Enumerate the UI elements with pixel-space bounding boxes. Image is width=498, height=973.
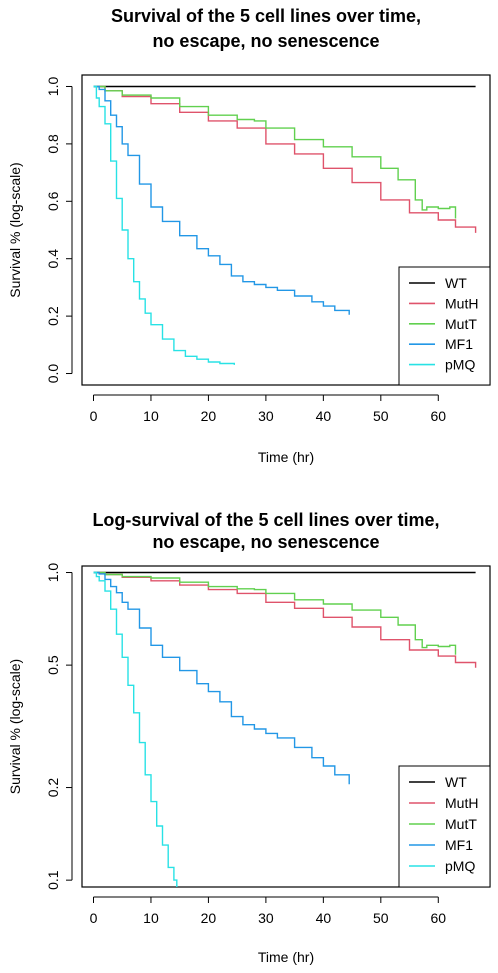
x-tick-label: 60 [430, 910, 446, 926]
x-tick-label: 30 [258, 408, 274, 424]
chart-title-line: Survival of the 5 cell lines over time, [111, 6, 421, 26]
x-tick-label: 40 [316, 910, 332, 926]
legend-box [398, 765, 491, 888]
plot-frame [81, 74, 491, 386]
y-tick-label: 0.2 [45, 778, 61, 798]
log-survival-chart: Log-survival of the 5 cell lines over ti… [7, 510, 491, 965]
x-tick-label: 30 [258, 910, 274, 926]
series-line-mutt [93, 85, 457, 219]
survival-chart: Survival of the 5 cell lines over time, n… [7, 6, 491, 465]
legend-label: MF1 [445, 837, 473, 853]
x-tick-label: 0 [90, 910, 98, 926]
legend-label: MutH [445, 295, 478, 311]
series-group [93, 85, 477, 365]
legend-label: MutT [445, 316, 477, 332]
legend-label: WT [445, 275, 467, 291]
series-line-muth [93, 571, 477, 668]
series-line-mf1 [93, 571, 350, 785]
legend-label: WT [445, 774, 467, 790]
plot-frame [81, 565, 491, 888]
x-tick-label: 50 [373, 408, 389, 424]
y-tick-label: 0.4 [45, 249, 61, 269]
x-tick-label: 10 [143, 408, 159, 424]
legend-label: MutH [445, 795, 478, 811]
x-axis-label: Time (hr) [258, 949, 314, 965]
y-tick-label: 0.6 [45, 191, 61, 211]
legend: WT MutH MutT MF1 pMQ [398, 765, 491, 888]
series-line-mf1 [93, 85, 350, 315]
x-tick-label: 0 [90, 408, 98, 424]
y-tick-label: 0.1 [45, 870, 61, 890]
chart-title-line: Log-survival of the 5 cell lines over ti… [92, 510, 439, 530]
x-axis-label: Time (hr) [258, 449, 314, 465]
x-tick-label: 60 [430, 408, 446, 424]
y-axis-label: Survival % (log-scale) [7, 659, 23, 794]
legend-box [398, 266, 491, 386]
series-group [93, 571, 477, 887]
x-tick-label: 20 [201, 910, 217, 926]
chart-title-line: no escape, no senescence [152, 31, 379, 51]
series-line-pmq [93, 85, 235, 365]
series-line-mutt [93, 571, 457, 655]
x-tick-label: 50 [373, 910, 389, 926]
y-axis-label: Survival % (log-scale) [7, 162, 23, 297]
legend: WT MutH MutT MF1 pMQ [398, 266, 491, 386]
x-tick-label: 10 [143, 910, 159, 926]
x-tick-label: 40 [316, 408, 332, 424]
y-tick-label: 1.0 [45, 77, 61, 97]
series-line-muth [93, 85, 477, 233]
legend-label: pMQ [445, 357, 475, 373]
y-tick-label: 0.0 [45, 364, 61, 384]
legend-label: MutT [445, 816, 477, 832]
legend-label: pMQ [445, 858, 475, 874]
x-tick-label: 20 [201, 408, 217, 424]
chart-title-line: no escape, no senescence [152, 532, 379, 552]
legend-label: MF1 [445, 336, 473, 352]
y-tick-label: 0.8 [45, 134, 61, 154]
y-tick-label: 1.0 [45, 563, 61, 583]
series-line-pmq [93, 571, 178, 887]
y-tick-label: 0.2 [45, 306, 61, 326]
y-tick-label: 0.5 [45, 655, 61, 675]
